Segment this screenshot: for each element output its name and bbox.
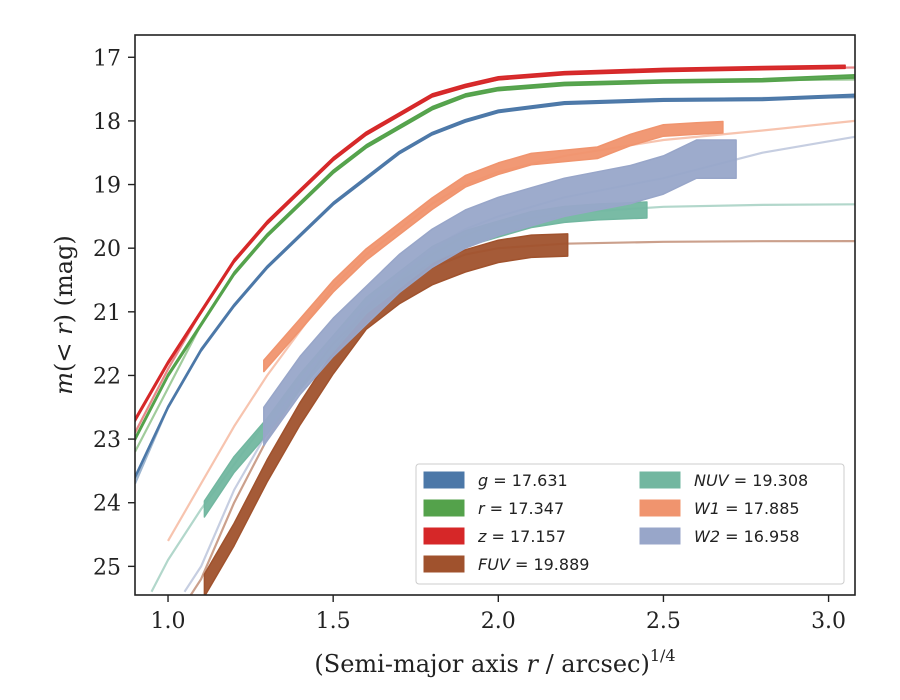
legend-label-nuv: NUV = 19.308	[694, 471, 808, 490]
legend-label-z: z = 17.157	[477, 527, 566, 546]
y-axis-label: m(< r) (mag)	[50, 235, 78, 395]
legend-label-value: = 17.157	[486, 527, 566, 546]
x-tick-label: 3.0	[811, 609, 846, 634]
legend-swatch-r	[423, 499, 465, 517]
legend-label-g: g = 17.631	[478, 471, 568, 490]
y-axis-label-unit: (mag)	[50, 235, 78, 306]
legend-swatch-nuv	[639, 471, 681, 489]
y-axis-label-r: r	[50, 322, 78, 335]
legend-label-value: = 19.308	[729, 471, 809, 490]
legend-label-name: NUV	[694, 471, 730, 490]
y-tick-label: 18	[93, 110, 121, 135]
y-axis-label-m: m	[50, 372, 78, 395]
x-axis-label-prefix: (Semi-major axis	[314, 650, 526, 678]
legend-label-value: = 17.631	[488, 471, 568, 490]
legend-swatch-w1	[639, 499, 681, 517]
legend-label-value: = 16.958	[720, 527, 800, 546]
x-axis-label: (Semi-major axis r / arcsec)1/4	[314, 646, 675, 678]
series-w1-band	[263, 120, 724, 373]
y-tick-label: 19	[93, 174, 121, 199]
legend-label-value: = 17.885	[720, 499, 800, 518]
x-tick-label: 1.0	[151, 609, 186, 634]
y-tick-label: 21	[93, 301, 121, 326]
series-g-band	[135, 93, 855, 480]
series-w2-band	[263, 139, 737, 447]
legend-label-name: W2	[694, 527, 720, 546]
y-axis: 17 18 19 20 21 22 23 24 25	[93, 46, 135, 580]
y-tick-label: 23	[93, 428, 121, 453]
y-tick-label: 20	[93, 237, 121, 262]
x-axis-label-exponent: 1/4	[650, 646, 676, 665]
legend-swatch-z	[423, 527, 465, 545]
y-axis-label-close: )	[50, 314, 78, 323]
x-tick-label: 2.5	[646, 609, 681, 634]
x-axis-label-suffix: / arcsec)	[538, 650, 650, 678]
legend-swatch-fuv	[423, 555, 465, 573]
y-tick-label: 17	[93, 46, 121, 71]
legend-label-w1: W1 = 17.885	[694, 499, 800, 518]
legend-swatch-w2	[639, 527, 681, 545]
legend-label-fuv: FUV = 19.889	[478, 555, 589, 574]
y-axis-label-open: (	[50, 363, 78, 372]
plot-frame	[134, 34, 856, 596]
series-layer	[135, 64, 855, 595]
x-tick-label: 2.0	[481, 609, 516, 634]
y-tick-label: 25	[93, 555, 121, 580]
legend-label-value: = 17.347	[485, 499, 565, 518]
x-axis: 1.0 1.5 2.0 2.5 3.0	[151, 595, 846, 634]
legend-label-r: r = 17.347	[478, 499, 564, 518]
legend-label-name: g	[478, 471, 488, 490]
legend-label-name: z	[477, 527, 487, 546]
y-axis-label-lt: <	[50, 343, 78, 363]
x-axis-label-var: r	[526, 650, 539, 678]
legend-label-name: W1	[694, 499, 720, 518]
legend-frame	[415, 463, 845, 585]
legend-swatch-g	[423, 471, 465, 489]
y-tick-label: 22	[93, 364, 121, 389]
series-z-band	[135, 64, 846, 423]
legend-label-value: = 19.889	[510, 555, 590, 574]
y-tick-label: 24	[93, 492, 121, 517]
series-r-band	[135, 74, 855, 442]
legend-label-name: FUV	[478, 555, 511, 574]
legend-label-name: r	[478, 499, 486, 518]
x-tick-label: 1.5	[316, 609, 351, 634]
y-axis-label-space	[50, 335, 78, 343]
legend-label-w2: W2 = 16.958	[694, 527, 800, 546]
y-axis-label-space2	[50, 306, 78, 314]
